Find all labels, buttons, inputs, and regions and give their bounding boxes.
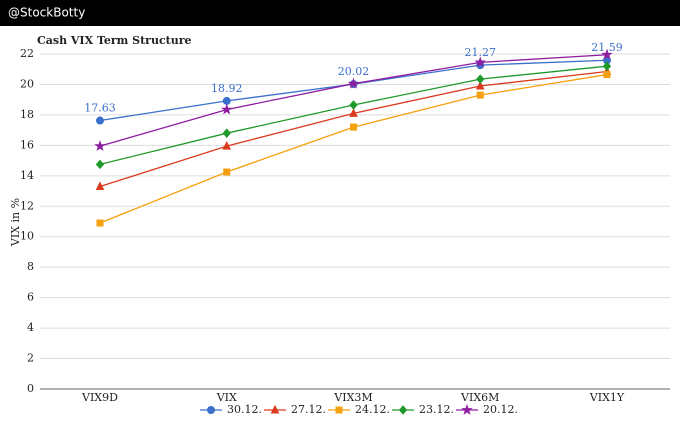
series-line: [99, 73, 608, 224]
chart-title: Cash VIX Term Structure: [37, 34, 192, 47]
data-point: [95, 181, 105, 190]
data-point: [476, 91, 484, 99]
y-tick-label: 10: [20, 230, 34, 243]
x-tick-label: VIX1Y: [589, 391, 625, 404]
y-tick-label: 8: [27, 260, 34, 273]
data-point: [94, 140, 106, 151]
data-point: [96, 219, 104, 227]
y-tick-label: 16: [20, 138, 34, 151]
y-tick-label: 2: [27, 352, 34, 365]
legend-marker: [398, 405, 408, 415]
data-point: [222, 141, 232, 150]
y-tick-label: 18: [20, 108, 34, 121]
data-point: [221, 103, 233, 115]
legend-label: 27.12.: [291, 403, 326, 416]
y-axis-label: VIX in %: [9, 198, 22, 247]
y-tick-label: 12: [20, 199, 34, 212]
y-tick-label: 14: [20, 169, 34, 182]
legend-marker: [335, 406, 343, 414]
legend-marker: [270, 404, 280, 414]
data-label: 17.63: [84, 102, 116, 115]
data-point: [476, 74, 485, 84]
data-point: [222, 96, 231, 105]
data-label: 21.59: [591, 41, 623, 54]
data-point: [347, 77, 360, 89]
data-point: [602, 61, 612, 71]
data-point: [603, 71, 611, 79]
data-point: [350, 123, 357, 131]
data-point: [223, 168, 231, 176]
y-tick-label: 22: [20, 47, 34, 60]
x-tick-label: VIX3M: [333, 391, 372, 404]
data-label: 18.92: [211, 82, 243, 95]
data-point: [222, 128, 231, 138]
header-bar: [0, 0, 680, 26]
data-point: [349, 100, 358, 110]
y-tick-label: 6: [27, 291, 34, 304]
data-label: 20.02: [338, 65, 370, 78]
data-point: [601, 48, 613, 60]
y-tick-label: 0: [27, 382, 34, 395]
data-point: [349, 108, 358, 117]
legend-marker: [207, 406, 215, 414]
header-text: @StockBotty: [8, 6, 85, 20]
x-tick-label: VIX6M: [460, 391, 499, 404]
data-point: [96, 116, 104, 125]
legend-label: 23.12.: [419, 403, 454, 416]
data-label: 21.27: [465, 46, 497, 59]
y-tick-label: 4: [27, 321, 34, 334]
legend-label: 20.12.: [483, 403, 518, 416]
x-tick-label: VIX: [216, 391, 237, 404]
y-tick-label: 20: [20, 77, 34, 90]
data-point: [474, 56, 486, 68]
legend-label: 24.12.: [355, 403, 390, 416]
legend-label: 30.12.: [227, 403, 262, 416]
data-point: [95, 159, 105, 170]
data-point: [475, 80, 485, 90]
x-tick-label: VIX9D: [81, 391, 118, 404]
legend-marker: [461, 403, 473, 415]
